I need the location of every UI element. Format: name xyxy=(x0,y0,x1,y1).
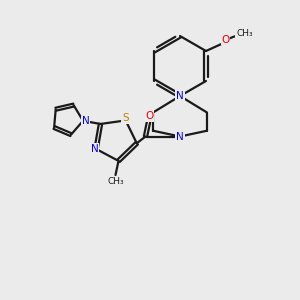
Text: CH₃: CH₃ xyxy=(236,28,253,38)
Text: CH₃: CH₃ xyxy=(107,177,124,186)
Text: S: S xyxy=(122,113,129,123)
Text: N: N xyxy=(91,144,98,154)
Text: N: N xyxy=(176,91,184,101)
Text: N: N xyxy=(82,116,89,126)
Text: O: O xyxy=(221,34,230,45)
Text: N: N xyxy=(176,131,184,142)
Text: O: O xyxy=(145,111,153,121)
